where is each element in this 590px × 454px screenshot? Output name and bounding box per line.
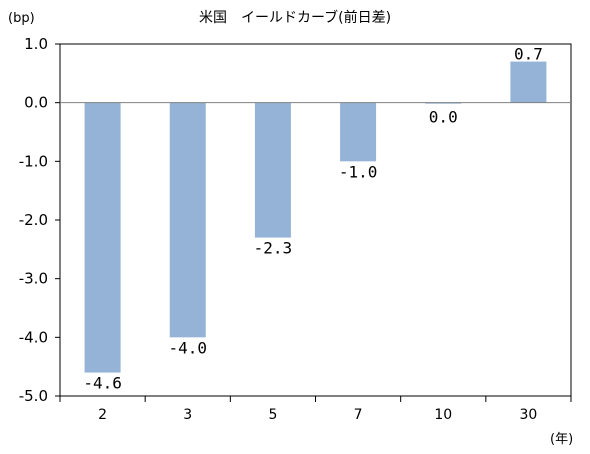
y-tick-label: -4.0 — [19, 328, 48, 346]
x-category-label: 30 — [520, 407, 538, 423]
y-axis-unit-label: (bp) — [8, 11, 35, 26]
data-labels: -4.6 -4.0 -2.3 -1.0 0.0 0.7 — [83, 45, 543, 393]
x-category-label: 3 — [183, 407, 192, 423]
y-tick-label: 1.0 — [24, 35, 48, 53]
bars — [84, 61, 547, 373]
data-label: -4.6 — [83, 374, 122, 393]
y-tick-label: -3.0 — [19, 270, 48, 288]
data-label: 0.7 — [514, 45, 543, 64]
chart-title: 米国 イールドカーブ(前日差) — [199, 9, 391, 26]
y-tick-label: 0.0 — [24, 94, 48, 112]
x-category-label: 7 — [354, 407, 363, 423]
x-axis-unit-label: (年) — [550, 432, 573, 447]
bar — [84, 102, 121, 373]
x-axis-categories: 2 3 5 7 10 30 — [59, 396, 572, 423]
data-label: 0.0 — [429, 108, 458, 127]
y-axis-ticks: 1.0 0.0 -1.0 -2.0 -3.0 -4.0 -5.0 — [19, 35, 60, 405]
data-label: -4.0 — [168, 338, 207, 357]
bar — [340, 102, 377, 162]
x-category-label: 2 — [98, 407, 107, 423]
y-tick-label: -5.0 — [19, 387, 48, 405]
y-tick-label: -2.0 — [19, 211, 48, 229]
data-label: -2.3 — [254, 239, 293, 258]
bar — [169, 102, 206, 338]
data-label: -1.0 — [339, 162, 378, 181]
x-category-label: 5 — [268, 407, 277, 423]
plot-area-frame — [59, 43, 572, 397]
bar — [510, 61, 547, 103]
bar — [254, 102, 291, 238]
x-category-label: 10 — [434, 407, 452, 423]
y-tick-label: -1.0 — [19, 152, 48, 170]
